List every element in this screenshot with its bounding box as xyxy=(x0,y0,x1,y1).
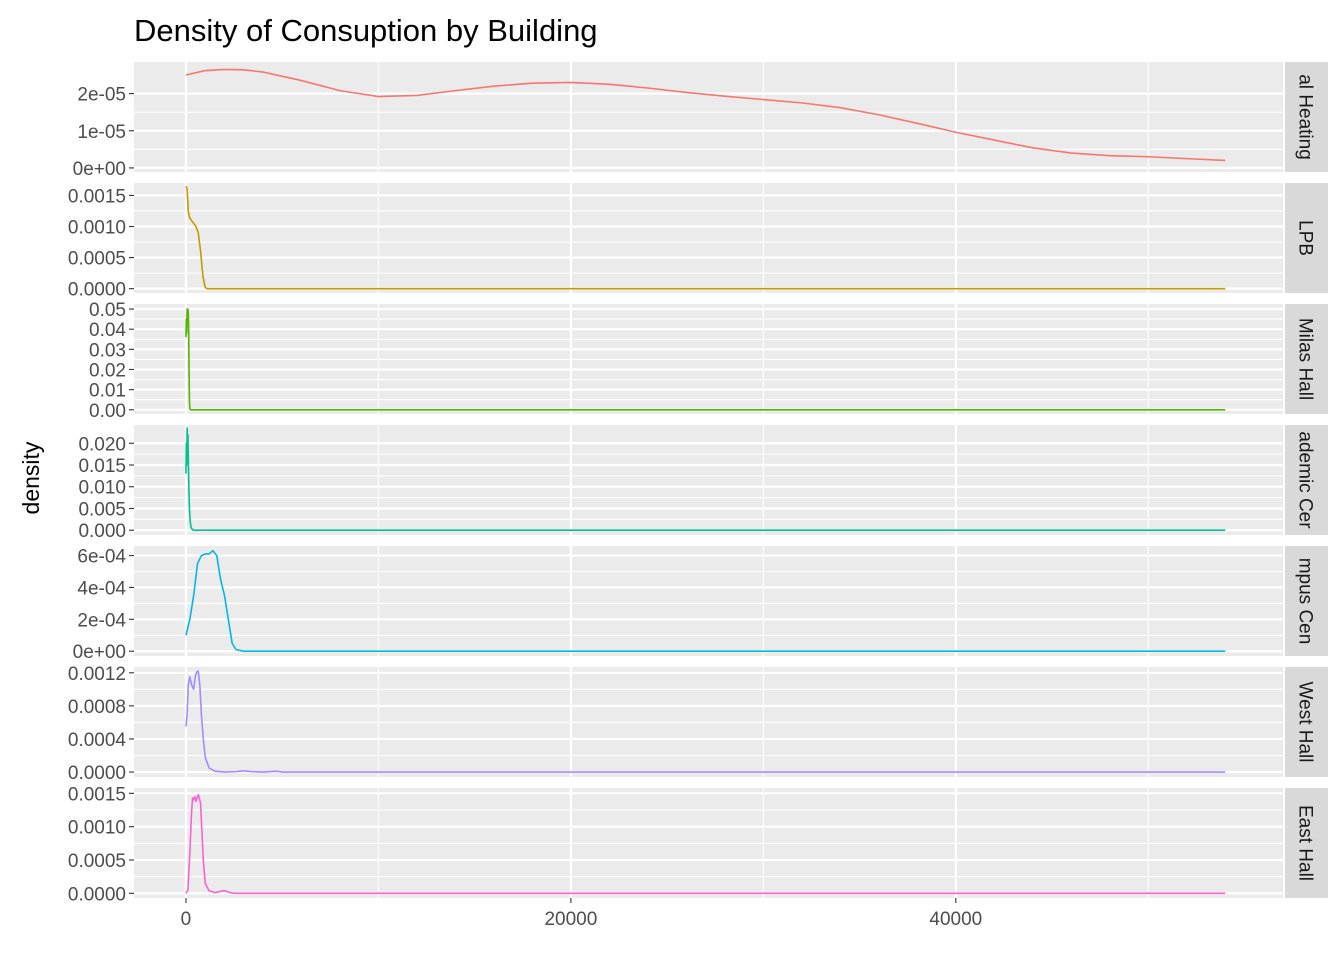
y-tick-label: 4e-04 xyxy=(77,578,126,599)
y-tick-label: 0.015 xyxy=(78,456,126,477)
density-line xyxy=(185,549,1226,653)
facet-strip-text-group: East Hall xyxy=(1295,805,1316,881)
chart-title: Density of Consuption by Building xyxy=(134,13,598,48)
panel-2: 0.0000 0.0005 0.0010 0.0015 LPB xyxy=(68,183,1328,301)
y-tick-label: 0.0004 xyxy=(68,730,127,751)
y-tick-label: 0.04 xyxy=(89,320,126,341)
y-tick-label: 0.000 xyxy=(78,521,126,542)
y-tick-label: 0.005 xyxy=(78,499,126,520)
y-tick-label: 0.020 xyxy=(78,434,126,455)
y-tick-label: 0.01 xyxy=(89,381,126,402)
panel-5: 0e+00 2e-04 4e-04 6e-04 mpus Cen xyxy=(73,546,1328,663)
y-tick-label: 0e+00 xyxy=(73,159,126,180)
y-tick-label: 0e+00 xyxy=(73,642,126,663)
facet-strip-label: Milas Hall xyxy=(1295,318,1316,400)
facet-strip-label: ademic Cer xyxy=(1295,431,1316,529)
facet-strip xyxy=(1285,546,1328,656)
x-axis: 0 20000 40000 xyxy=(181,898,982,930)
panel-1: 0e+00 1e-05 2e-05 al Heating xyxy=(73,62,1328,180)
y-axis-title: density xyxy=(18,441,44,514)
facet-strip-text-group: ademic Cer xyxy=(1295,431,1316,529)
y-tick-label: 0.0000 xyxy=(68,280,126,301)
y-tick-label: 2e-05 xyxy=(77,85,126,106)
y-tick-label: 0.02 xyxy=(89,360,126,381)
facet-strip-label: LPB xyxy=(1295,220,1316,256)
density-line xyxy=(185,308,1226,411)
panel-background xyxy=(134,425,1283,535)
density-line xyxy=(185,185,1226,290)
density-line xyxy=(185,793,1226,895)
facet-strip xyxy=(1285,788,1328,898)
facet-strip-text-group: Milas Hall xyxy=(1295,318,1316,400)
y-tick-label: 0.0015 xyxy=(68,186,126,207)
y-tick-label: 0.00 xyxy=(89,401,126,422)
y-tick-label: 0.0005 xyxy=(68,249,126,270)
x-tick-label: 0 xyxy=(181,909,192,930)
facet-strip-text-group: West Hall xyxy=(1295,682,1316,763)
facet-strip-label: al Heating xyxy=(1295,74,1316,160)
facet-strip-text-group: mpus Cen xyxy=(1295,558,1316,645)
facet-strip-label: mpus Cen xyxy=(1295,558,1316,645)
y-tick-label: 0.0010 xyxy=(68,218,126,239)
panel-6: 0.0000 0.0004 0.0008 0.0012 West Hall xyxy=(68,664,1328,784)
y-tick-label: 6e-04 xyxy=(77,547,126,568)
y-tick-label: 0.03 xyxy=(89,340,126,361)
panel-3: 0.000.010.020.030.040.05 Milas Hall xyxy=(89,300,1328,422)
panel-7: 0.0000 0.0005 0.0010 0.0015 East Hall xyxy=(68,784,1328,905)
y-tick-label: 0.0015 xyxy=(68,784,126,805)
facet-strip-label: West Hall xyxy=(1295,682,1316,763)
y-tick-label: 0.0000 xyxy=(68,884,126,905)
y-tick-label: 2e-04 xyxy=(77,610,126,631)
y-tick-label: 0.0012 xyxy=(68,664,126,685)
y-tick-label: 0.0010 xyxy=(68,818,126,839)
facet-strip xyxy=(1285,304,1328,414)
y-tick-label: 1e-05 xyxy=(77,122,126,143)
y-tick-label: 0.0005 xyxy=(68,851,126,872)
y-tick-label: 0.05 xyxy=(89,300,126,321)
panel-background xyxy=(134,546,1283,656)
y-tick-label: 0.0000 xyxy=(68,763,126,784)
facet-strip-label: East Hall xyxy=(1295,805,1316,881)
x-tick-label: 40000 xyxy=(929,909,982,930)
y-tick-label: 0.0008 xyxy=(68,697,126,718)
facet-strip xyxy=(1285,62,1328,172)
density-line xyxy=(185,670,1226,773)
facet-strip-text-group: LPB xyxy=(1295,220,1316,256)
facet-strip xyxy=(1285,667,1328,777)
panel-background xyxy=(134,183,1283,293)
facet-strip-text-group: al Heating xyxy=(1295,74,1316,160)
facet-strip xyxy=(1285,183,1328,293)
density-line xyxy=(185,427,1226,532)
density-line xyxy=(185,68,1226,162)
x-tick-label: 20000 xyxy=(544,909,597,930)
facet-strip xyxy=(1285,425,1328,535)
y-tick-label: 0.010 xyxy=(78,478,126,499)
